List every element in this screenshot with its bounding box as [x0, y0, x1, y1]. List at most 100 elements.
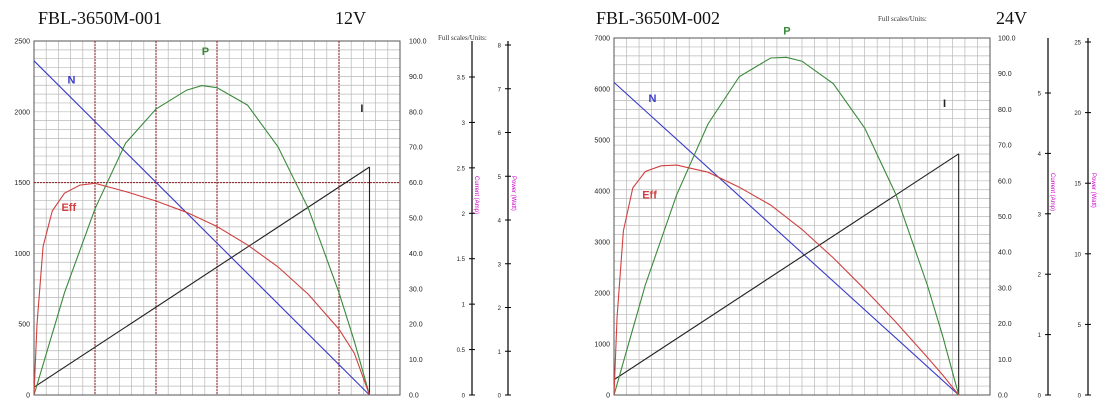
series-eff-line	[33, 182, 371, 396]
series-eff-line	[613, 164, 960, 396]
current-axis-tick-label: 2.5	[457, 166, 466, 172]
right-axis-tick-label: 10.0	[998, 357, 1012, 364]
current-axis-tick-label: 3.5	[457, 76, 466, 82]
series-i-label: I	[943, 98, 946, 110]
current-axis-tick-label: 2	[1038, 273, 1042, 279]
current-axis-tick-label: 4	[1038, 152, 1042, 158]
right-axis-tick-label: 40.0	[409, 251, 423, 258]
series-i-line	[613, 153, 960, 381]
left-axis-tick-label: 7000	[594, 36, 610, 43]
right-axis-tick-label: 10.0	[409, 357, 423, 364]
right-axis-tick-label: 20.0	[998, 321, 1012, 328]
chart1-voltage-title: 12V	[335, 8, 366, 28]
right-axis-tick-label: 80.0	[409, 109, 423, 116]
power-axis-tick-label: 8	[498, 44, 502, 50]
power-axis-tick-label: 1	[498, 350, 502, 356]
power-axis-tick-label: 5	[498, 175, 502, 181]
right-axis-tick-label: 100.0	[409, 39, 427, 46]
power-axis-tick-label: 10	[1074, 252, 1081, 258]
left-axis-tick-label: 3000	[594, 240, 610, 247]
series-eff-label: Eff	[61, 202, 76, 214]
right-axis-tick-label: 0.0	[409, 393, 419, 400]
current-axis-title: Current (Amp)	[473, 176, 479, 214]
chart-1: 050010001500200025000.010.020.030.040.05…	[14, 39, 516, 400]
right-axis-tick-label: 90.0	[998, 71, 1012, 78]
series-p-line	[613, 56, 960, 396]
chart2-units-label: Full scales/Units:	[878, 15, 927, 23]
right-axis-tick-label: 20.0	[409, 322, 423, 329]
series-n-line	[613, 81, 960, 396]
current-axis-tick-label: 3	[1038, 212, 1042, 218]
power-axis-tick-label: 4	[498, 219, 502, 225]
current-axis-tick-label: 1	[1038, 333, 1042, 339]
current-axis: 0 1 2 3 4 5 Current (Amp)	[1038, 38, 1055, 400]
chart-2: 010002000300040005000600070000.010.020.0…	[594, 25, 1096, 399]
series-n-label: N	[648, 93, 656, 105]
current-axis-tick-label: 0	[1038, 394, 1042, 400]
power-axis-tick-label: 6	[498, 131, 502, 137]
power-axis-tick-label: 3	[498, 262, 502, 268]
current-axis-tick-label: 0	[462, 394, 466, 400]
series-p-label: P	[202, 46, 209, 58]
power-axis: 0 5 10 15 20 25 Power (Watt)	[1074, 38, 1096, 400]
left-axis-tick-label: 4000	[594, 189, 610, 196]
right-axis-tick-label: 60.0	[998, 178, 1012, 185]
current-axis-tick-label: 5	[1038, 92, 1042, 98]
power-axis-tick-label: 15	[1074, 182, 1081, 188]
power-axis-tick-label: 0	[498, 394, 502, 400]
series-n-label: N	[68, 74, 76, 86]
right-axis-tick-label: 60.0	[409, 180, 423, 187]
series-eff-label: Eff	[642, 190, 657, 202]
right-axis-tick-label: 100.0	[998, 36, 1016, 43]
right-axis-tick-label: 50.0	[998, 214, 1012, 221]
power-axis-tick-label: 7	[498, 87, 502, 93]
left-axis-tick-label: 0	[26, 393, 30, 400]
current-axis-tick-label: 1.5	[457, 257, 466, 263]
series-n-line	[33, 60, 370, 396]
current-axis-tick-label: 1	[462, 303, 466, 309]
series-p-label: P	[783, 25, 790, 37]
left-axis-tick-label: 1500	[14, 180, 30, 187]
right-axis-tick-label: 30.0	[409, 286, 423, 293]
left-axis-tick-label: 2000	[14, 109, 30, 116]
grid-lines	[613, 37, 991, 396]
right-axis-tick-label: 40.0	[998, 250, 1012, 257]
series-i-line	[33, 166, 370, 388]
right-axis-tick-label: 70.0	[998, 143, 1012, 150]
power-axis-tick-label: 5	[1078, 323, 1082, 329]
left-axis-tick-label: 2000	[594, 291, 610, 298]
right-axis-tick-label: 80.0	[998, 107, 1012, 114]
current-axis: 0 0.5 1 1.5 2 2.5 3 3.5 Current (Amp)	[457, 41, 479, 400]
series-i-label: I	[360, 103, 363, 115]
left-axis-tick-label: 5000	[594, 138, 610, 145]
chart1-model-title: FBL-3650M-001	[38, 8, 163, 28]
power-axis-tick-label: 25	[1074, 41, 1081, 47]
left-axis-tick-label: 1000	[14, 251, 30, 258]
chart2-model-title: FBL-3650M-002	[596, 8, 721, 28]
current-axis-tick-label: 0.5	[457, 348, 466, 354]
right-axis-tick-label: 0.0	[998, 393, 1008, 400]
plot-frame	[613, 37, 991, 396]
current-axis-tick-label: 3	[462, 121, 466, 127]
left-axis-tick-label: 6000	[594, 87, 610, 94]
left-axis-tick-label: 500	[18, 322, 30, 329]
power-axis-title: Power (Watt)	[1090, 173, 1096, 208]
current-axis-title: Current (Amp)	[1049, 173, 1055, 211]
right-axis-tick-label: 90.0	[409, 74, 423, 81]
right-axis-tick-label: 30.0	[998, 285, 1012, 292]
right-axis-tick-label: 50.0	[409, 216, 423, 223]
power-axis-tick-label: 20	[1074, 111, 1081, 117]
series-p-line	[33, 85, 371, 396]
power-axis-tick-label: 2	[498, 306, 502, 312]
chart1-units-label: Full scales/Units:	[438, 34, 487, 42]
power-axis-title: Power (Watt)	[510, 176, 516, 211]
chart2-voltage-title: 24V	[996, 8, 1027, 28]
current-axis-tick-label: 2	[462, 212, 466, 218]
left-axis-tick-label: 2500	[14, 39, 30, 46]
left-axis-tick-label: 0	[606, 393, 610, 400]
power-axis-tick-label: 0	[1078, 394, 1082, 400]
power-axis: 0 1 2 3 4 5 6 7 8 Power (Watt)	[498, 41, 516, 400]
right-axis-tick-label: 70.0	[409, 145, 423, 152]
left-axis-tick-label: 1000	[594, 342, 610, 349]
